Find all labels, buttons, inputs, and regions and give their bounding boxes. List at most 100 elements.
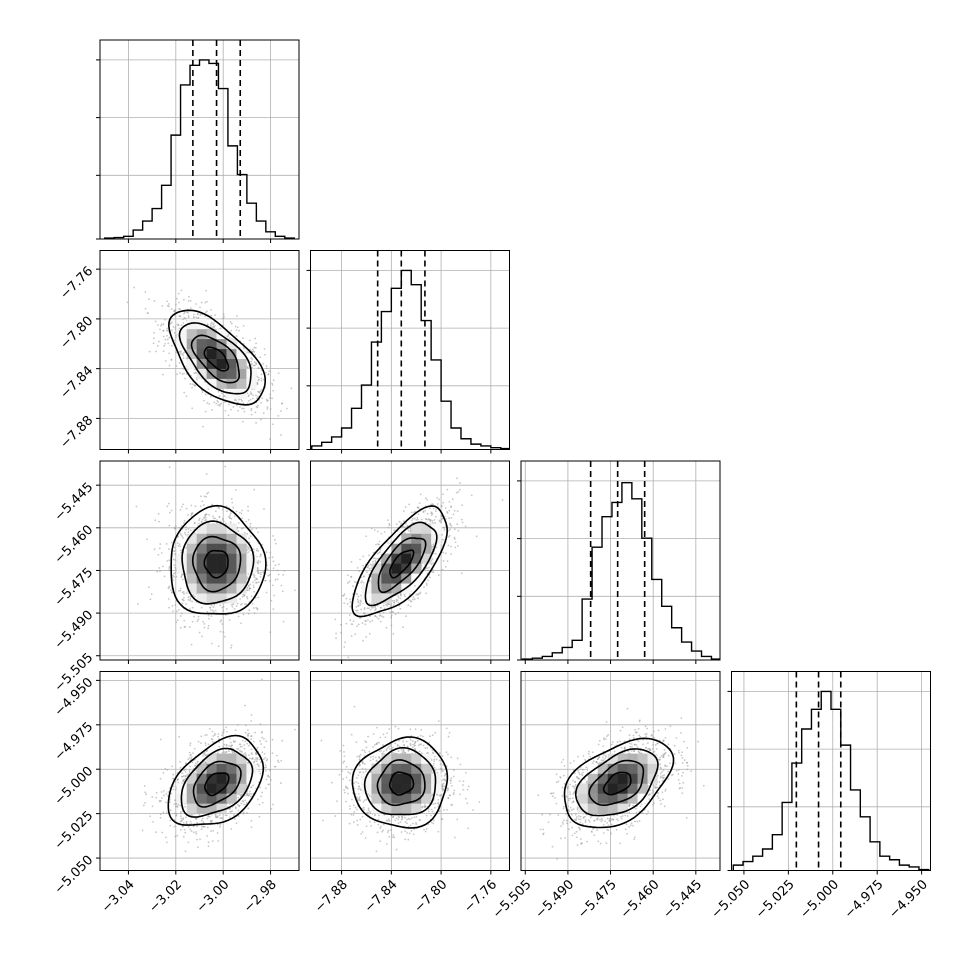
scatter-point — [178, 327, 181, 330]
scatter-point — [456, 545, 459, 547]
scatter-point — [214, 510, 217, 513]
scatter-point — [260, 373, 263, 376]
scatter-point — [170, 344, 173, 347]
scatter-point — [163, 345, 165, 347]
scatter-point — [194, 384, 196, 387]
scatter-point — [175, 621, 178, 624]
scatter-point — [210, 321, 213, 324]
scatter-point — [208, 513, 210, 516]
scatter-point — [173, 331, 176, 334]
scatter-point — [162, 335, 165, 338]
scatter-point — [348, 614, 351, 616]
scatter-point — [206, 323, 209, 326]
scatter-point — [452, 513, 455, 516]
panel-content — [100, 40, 299, 239]
scatter-point — [262, 362, 265, 365]
scatter-point — [242, 324, 245, 327]
scatter-point — [248, 546, 250, 549]
scatter-point — [395, 600, 398, 603]
scatter-point — [194, 505, 197, 508]
scatter-point — [260, 573, 262, 576]
scatter-point — [209, 325, 212, 327]
density-cell — [401, 573, 412, 584]
density-cell — [176, 328, 188, 340]
scatter-point — [179, 811, 182, 814]
scatter-point — [252, 548, 255, 551]
scatter-point — [182, 318, 185, 321]
scatter-point — [235, 329, 238, 332]
scatter-point — [187, 596, 190, 599]
density-cell — [391, 543, 402, 554]
density-cell — [196, 348, 207, 360]
scatter-point — [234, 489, 237, 491]
scatter-point — [255, 549, 258, 552]
scatter-point — [217, 401, 220, 403]
scatter-point — [219, 604, 222, 607]
density-cell — [421, 543, 432, 554]
scatter-point — [250, 392, 253, 395]
panel-content — [310, 461, 510, 660]
scatter-point — [268, 397, 271, 399]
scatter-point — [242, 337, 244, 340]
panel-content — [100, 250, 299, 450]
scatter-point — [432, 571, 435, 574]
scatter-point — [356, 593, 359, 596]
scatter-point — [224, 409, 227, 412]
scatter-point — [341, 594, 344, 597]
scatter-point — [384, 603, 387, 606]
scatter-point — [193, 372, 196, 375]
scatter-point — [396, 599, 399, 602]
scatter-point — [237, 530, 240, 532]
density-cell — [421, 523, 432, 534]
scatter-point — [450, 516, 453, 519]
density-cell — [196, 593, 207, 604]
scatter-point — [220, 402, 223, 405]
scatter-point — [201, 391, 204, 394]
scatter-point — [208, 617, 210, 620]
density-cell — [381, 573, 392, 584]
scatter-point — [168, 585, 171, 588]
scatter-point — [388, 524, 391, 527]
scatter-point — [362, 581, 365, 584]
scatter-point — [219, 520, 222, 523]
scatter-point — [146, 312, 149, 314]
scatter-point — [409, 605, 412, 608]
scatter-point — [176, 619, 179, 622]
scatter-point — [399, 607, 402, 610]
scatter-point — [264, 757, 267, 759]
scatter-point — [147, 586, 150, 589]
scatter-point — [257, 570, 259, 573]
scatter-point — [182, 599, 185, 602]
scatter-point — [366, 566, 368, 569]
scatter-point — [222, 518, 224, 521]
scatter-point — [260, 388, 263, 391]
scatter-point — [274, 578, 277, 581]
scatter-point — [219, 823, 222, 826]
scatter-point — [216, 832, 219, 834]
scatter-point — [357, 604, 360, 607]
density-cell — [206, 533, 217, 544]
scatter-point — [162, 565, 164, 568]
scatter-point — [241, 407, 243, 410]
density-cell — [216, 348, 227, 360]
scatter-point — [172, 326, 175, 328]
scatter-point — [223, 316, 225, 318]
scatter-point — [411, 519, 413, 522]
scatter-point — [183, 520, 186, 522]
scatter-point — [150, 593, 153, 595]
scatter-point — [387, 519, 389, 522]
scatter-point — [172, 574, 174, 577]
scatter-point — [227, 750, 230, 752]
scatter-point — [432, 507, 435, 510]
scatter-point — [249, 549, 251, 552]
scatter-point — [181, 591, 184, 594]
contour-line — [167, 309, 267, 406]
scatter-point — [180, 533, 182, 536]
density-cell — [371, 563, 382, 574]
scatter-point — [397, 594, 399, 597]
scatter-point — [238, 398, 240, 401]
scatter-point — [176, 542, 179, 545]
scatter-point — [362, 564, 364, 567]
scatter-point — [413, 598, 416, 601]
scatter-point — [171, 591, 173, 594]
